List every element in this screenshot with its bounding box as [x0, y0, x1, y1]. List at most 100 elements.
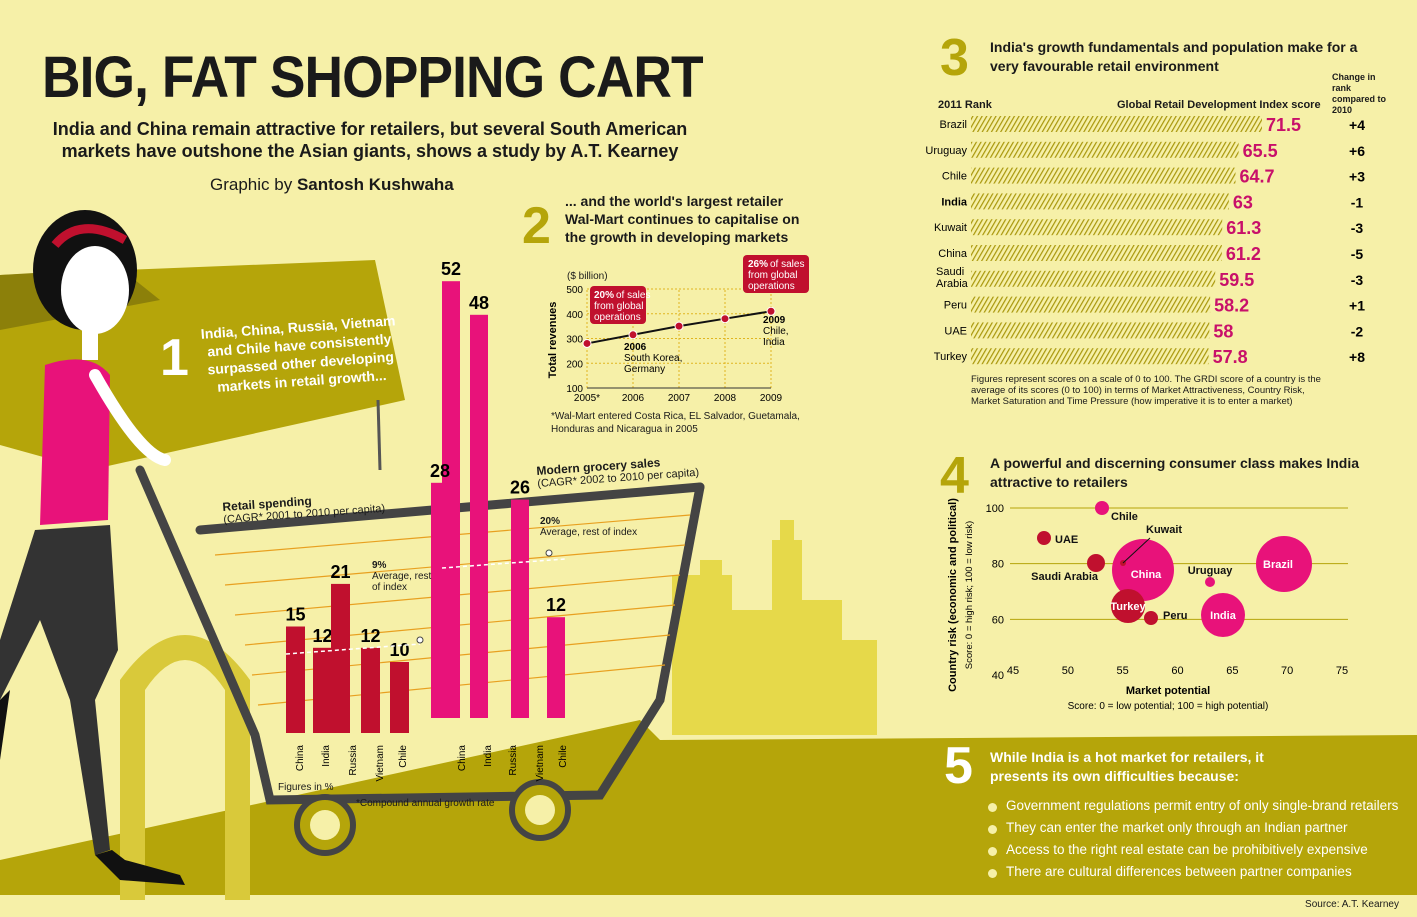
- section2-heading: ... and the world's largest retailer Wal…: [565, 193, 800, 245]
- retail-avg-label: 9% Average, rest of index: [372, 560, 432, 593]
- woman-figure: [0, 210, 185, 885]
- bubble-xtick: 75: [1336, 665, 1348, 677]
- bar-0-vietnam: [361, 647, 380, 733]
- bar-category-label: Vietnam: [535, 745, 546, 782]
- bubble-xtick: 55: [1117, 665, 1129, 677]
- grdi-country-label: UAE: [944, 325, 967, 337]
- bar-value-label: 28: [430, 461, 450, 481]
- grdi-bar-india: [971, 193, 1229, 210]
- grdi-value-label: 63: [1233, 192, 1253, 212]
- bar-0-india: [313, 647, 332, 733]
- col-score-header: Global Retail Development Index score: [1117, 99, 1321, 111]
- walmart-xtick: 2009: [760, 393, 783, 404]
- grdi-country-label: Turkey: [934, 351, 968, 363]
- ann-2006-year: 2006: [624, 342, 647, 353]
- grdi-value-label: 58.2: [1214, 296, 1249, 316]
- grdi-bar-turkey: [971, 348, 1209, 365]
- grdi-rank-change: +1: [1349, 298, 1365, 314]
- walmart-point: [674, 321, 684, 331]
- grdi-country-label: India: [941, 196, 968, 208]
- list-item: Access to the right real estate can be p…: [988, 842, 1398, 864]
- grdi-bar-uruguay: [971, 141, 1239, 158]
- bubble-label: Kuwait: [1146, 524, 1182, 536]
- grdi-rank-change: +6: [1349, 143, 1365, 159]
- grdi-country-label: Arabia: [936, 278, 969, 290]
- ann-2009-year: 2009: [763, 315, 786, 326]
- section2-number: 2: [522, 197, 551, 255]
- bar-value-label: 10: [389, 640, 409, 660]
- grdi-bar-saudi-arabia: [971, 270, 1216, 287]
- bubble-ytick: 100: [986, 503, 1004, 515]
- section4-heading: A powerful and discerning consumer class…: [990, 455, 1360, 490]
- bubble-label: Turkey: [1110, 601, 1146, 613]
- bubble-label: UAE: [1055, 534, 1078, 546]
- bar-0-chile: [390, 662, 409, 733]
- cagr-note: *Compound annual growth rate: [356, 798, 495, 809]
- difficulties-list: Government regulations permit entry of o…: [988, 798, 1398, 886]
- callout-2009-text-c: operations: [748, 281, 795, 292]
- bubble-label: Saudi Arabia: [1031, 571, 1099, 583]
- section1-number: 1: [160, 329, 189, 387]
- bar-category-label: India: [483, 745, 494, 767]
- bubble-turkey: [1111, 589, 1145, 623]
- walmart-point: [720, 314, 730, 324]
- grdi-country-label: Chile: [942, 171, 967, 183]
- callout-2009-text-a: of sales: [770, 259, 804, 270]
- grdi-value-label: 64.7: [1239, 167, 1274, 187]
- walmart-ytick: 100: [566, 384, 583, 395]
- list-item: Government regulations permit entry of o…: [988, 798, 1398, 820]
- walmart-point: [582, 338, 592, 348]
- bubble-label: India: [1210, 610, 1237, 622]
- page-subtitle: India and China remain attractive for re…: [52, 119, 688, 161]
- bubble-xtick: 60: [1171, 665, 1183, 677]
- ann-2009-text-a: Chile,: [763, 326, 789, 337]
- walmart-xtick: 2008: [714, 393, 737, 404]
- grdi-country-label: China: [938, 248, 968, 260]
- col-change-header: Change in rank compared to 2010: [1332, 72, 1387, 115]
- walmart-footnote: *Wal-Mart entered Costa Rica, EL Salvado…: [551, 411, 800, 435]
- bubble-ynote: Score: 0 = high risk; 100 = low risk): [964, 521, 975, 669]
- bar-category-label: Russia: [348, 745, 359, 776]
- callout-2009-pct: 26%: [748, 259, 768, 270]
- bubble-peru: [1144, 611, 1158, 625]
- section5-number: 5: [944, 737, 973, 795]
- bubble-label: Chile: [1111, 511, 1138, 523]
- bar-category-label: Chile: [558, 745, 569, 768]
- grdi-value-label: 58: [1213, 321, 1233, 341]
- grdi-bar-peru: [971, 296, 1211, 313]
- ann-2006-text-b: Germany: [624, 364, 665, 375]
- bar-category-label: Chile: [398, 745, 409, 768]
- grdi-bar-kuwait: [971, 219, 1223, 236]
- grdi-value-label: 61.3: [1226, 218, 1261, 238]
- ann-2009-text-b: India: [763, 337, 785, 348]
- walmart-xtick: 2006: [622, 393, 645, 404]
- callout-2005-text-a: of sales: [616, 290, 650, 301]
- grdi-value-label: 71.5: [1266, 115, 1301, 135]
- callout-2009: [743, 255, 809, 293]
- credit-prefix: Graphic by: [210, 175, 293, 194]
- grdi-value-label: 61.2: [1226, 244, 1261, 264]
- grdi-value-label: 59.5: [1219, 270, 1254, 290]
- walmart-ytick: 200: [566, 359, 583, 370]
- walmart-point: [628, 330, 638, 340]
- grdi-rank-change: +4: [1349, 117, 1365, 133]
- city-skyline: [672, 520, 877, 735]
- figures-note: Figures in %: [278, 782, 334, 793]
- credit-line: Graphic by Santosh Kushwaha: [210, 175, 454, 195]
- section4-number: 4: [940, 447, 969, 505]
- walmart-point: [766, 306, 776, 316]
- bubble-uae: [1037, 531, 1051, 545]
- bubble-label: China: [1131, 569, 1162, 581]
- section3-heading: India's growth fundamentals and populati…: [990, 39, 1358, 74]
- grdi-bar-china: [971, 245, 1222, 261]
- bar-1-chile: [547, 617, 565, 718]
- bubble-label: Uruguay: [1188, 565, 1234, 577]
- walmart-ytick: 300: [566, 335, 583, 346]
- bar-value-label: 12: [360, 626, 380, 646]
- bubble-ylabel: Country risk (economic and political): [947, 498, 959, 692]
- callout-2005: [590, 286, 646, 324]
- grocery-avg-label: 20% Average, rest of index: [540, 516, 638, 538]
